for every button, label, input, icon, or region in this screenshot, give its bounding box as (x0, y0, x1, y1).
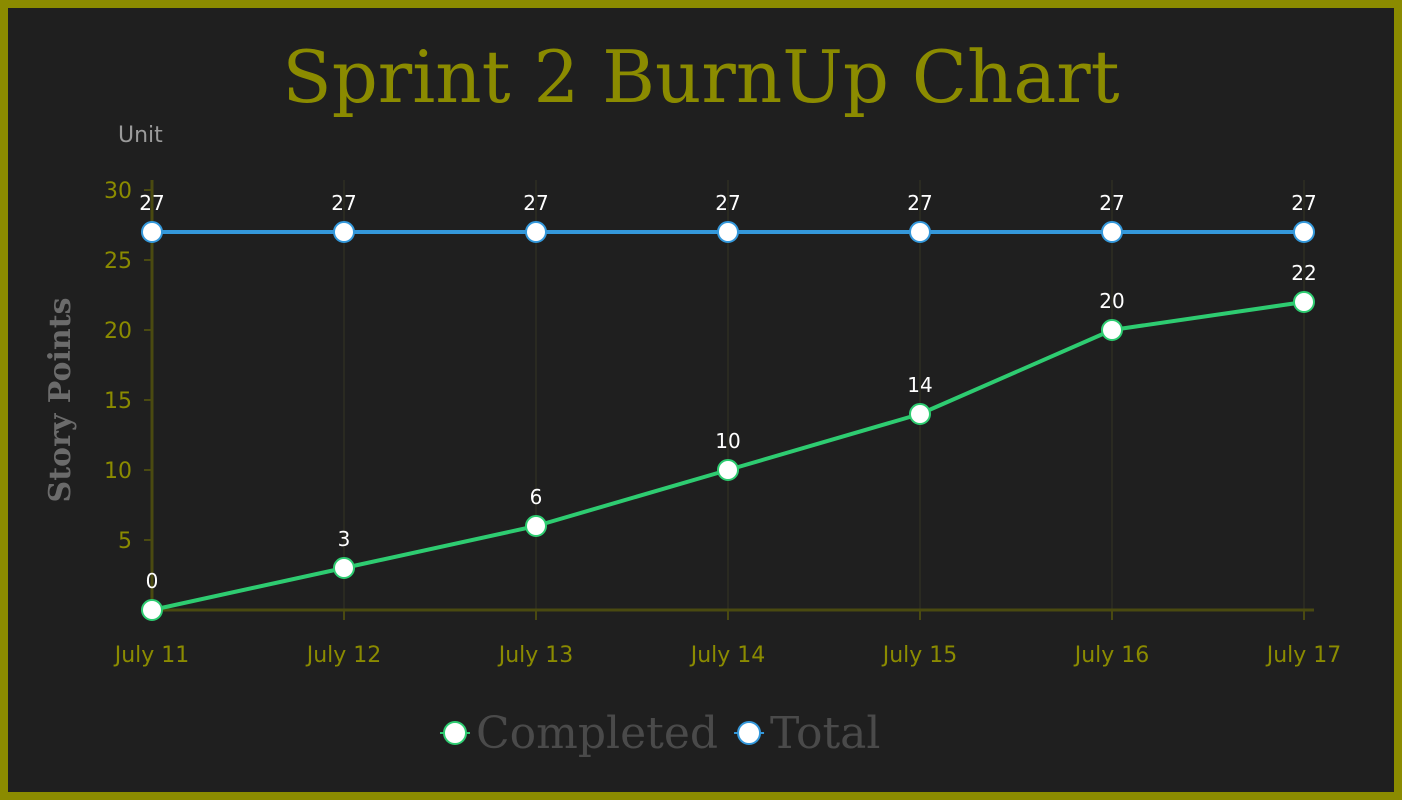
y-tick-label: 15 (104, 389, 132, 414)
unit-label: Unit (118, 123, 163, 148)
data-point-completed[interactable] (141, 599, 163, 621)
x-tick-label: July 14 (689, 643, 766, 668)
y-tick-label: 30 (104, 179, 132, 204)
data-label-completed: 0 (146, 569, 159, 593)
data-point-completed[interactable] (1101, 319, 1123, 341)
legend: Completed Total (440, 708, 880, 759)
legend-label: Completed (476, 708, 718, 759)
x-tick-label: July 16 (1073, 643, 1150, 668)
legend-item-completed[interactable]: Completed (440, 708, 718, 759)
data-label-total: 27 (331, 191, 356, 215)
data-label-total: 27 (1291, 191, 1316, 215)
y-tick-label: 25 (104, 249, 132, 274)
data-point-total[interactable] (1101, 221, 1123, 243)
data-label-completed: 14 (907, 373, 932, 397)
x-tick-label: July 12 (305, 643, 382, 668)
y-axis-title: Story Points (43, 298, 78, 503)
x-tick-label: July 11 (113, 643, 190, 668)
legend-item-total[interactable]: Total (734, 708, 880, 759)
data-point-total[interactable] (525, 221, 547, 243)
data-label-total: 27 (139, 191, 164, 215)
legend-label: Total (770, 708, 880, 759)
data-point-completed[interactable] (525, 515, 547, 537)
x-tick-label: July 15 (881, 643, 958, 668)
data-label-completed: 3 (338, 527, 351, 551)
data-label-completed: 10 (715, 429, 740, 453)
x-tick-label: July 13 (497, 643, 574, 668)
data-point-completed[interactable] (909, 403, 931, 425)
data-point-total[interactable] (717, 221, 739, 243)
data-point-completed[interactable] (1293, 291, 1315, 313)
data-label-total: 27 (715, 191, 740, 215)
data-label-completed: 6 (530, 485, 543, 509)
y-tick-label: 5 (118, 529, 132, 554)
y-tick-label: 20 (104, 319, 132, 344)
data-point-completed[interactable] (333, 557, 355, 579)
y-tick-label: 10 (104, 459, 132, 484)
chart-title: Sprint 2 BurnUp Chart (282, 35, 1120, 119)
legend-swatch-marker (443, 721, 467, 745)
data-point-total[interactable] (141, 221, 163, 243)
data-label-completed: 20 (1099, 289, 1124, 313)
data-point-total[interactable] (1293, 221, 1315, 243)
data-point-total[interactable] (333, 221, 355, 243)
series-layer (141, 221, 1315, 621)
data-label-total: 27 (1099, 191, 1124, 215)
data-point-completed[interactable] (717, 459, 739, 481)
grid-layer (151, 180, 1305, 610)
x-tick-label: July 17 (1265, 643, 1342, 668)
data-point-total[interactable] (909, 221, 931, 243)
data-label-layer: 0 3 6 10 14 20 22 27 27 27 27 27 27 27 (139, 191, 1316, 593)
data-label-total: 27 (907, 191, 932, 215)
data-label-total: 27 (523, 191, 548, 215)
data-label-completed: 22 (1291, 261, 1316, 285)
legend-swatch-marker (737, 721, 762, 745)
